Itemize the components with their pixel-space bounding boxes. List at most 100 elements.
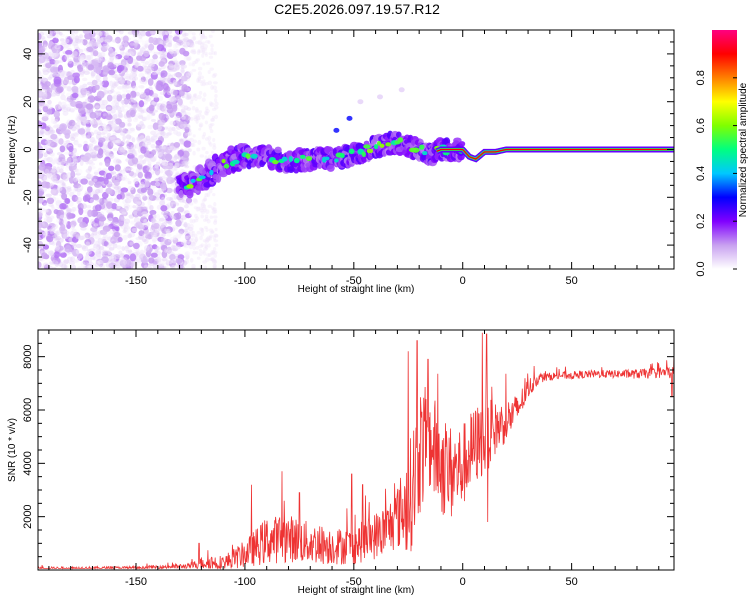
noise-blob	[204, 137, 209, 141]
noise-blob	[159, 76, 166, 83]
noise-blob	[50, 188, 59, 196]
noise-blob	[211, 259, 217, 265]
noise-blob	[38, 261, 42, 269]
noise-blob	[86, 262, 92, 269]
noise-blob	[68, 208, 75, 214]
noise-blob	[53, 230, 59, 234]
noise-blob	[184, 126, 190, 133]
noise-blob	[76, 200, 82, 205]
noise-blob	[47, 35, 52, 39]
noise-blob	[113, 231, 121, 238]
noise-blob	[87, 64, 95, 71]
noise-blob	[106, 245, 112, 249]
noise-blob	[198, 127, 202, 131]
noise-blob	[191, 242, 197, 247]
noise-blob	[101, 41, 108, 47]
noise-blob	[193, 206, 198, 210]
noise-blob	[133, 217, 141, 223]
noise-blob	[141, 45, 148, 49]
noise-blob	[50, 72, 57, 76]
noise-blob	[49, 58, 56, 65]
noise-blob	[71, 122, 78, 126]
noise-blob	[137, 112, 143, 117]
noise-blob	[89, 157, 95, 162]
noise-blob	[196, 147, 201, 152]
noise-blob	[134, 181, 140, 188]
noise-blob	[182, 150, 190, 158]
noise-blob	[140, 109, 145, 114]
noise-blob	[136, 122, 143, 128]
noise-blob	[66, 188, 72, 192]
noise-blob	[91, 79, 98, 86]
noise-blob	[117, 146, 125, 155]
noise-blob	[72, 244, 77, 249]
noise-blob	[194, 213, 198, 219]
noise-blob	[84, 194, 91, 202]
noise-blob	[142, 159, 147, 164]
noise-blob	[68, 119, 76, 127]
noise-blob	[182, 199, 186, 204]
noise-blob	[163, 220, 169, 224]
noise-blob	[38, 188, 45, 197]
noise-blob	[46, 148, 53, 155]
noise-blob	[174, 42, 179, 48]
noise-blob	[55, 230, 61, 235]
noise-blob	[169, 197, 174, 202]
noise-blob	[102, 43, 109, 48]
noise-blob	[196, 94, 202, 100]
noise-blob	[85, 241, 91, 247]
noise-blob	[70, 133, 75, 138]
noise-blob	[135, 200, 142, 205]
noise-blob	[175, 63, 181, 67]
noise-blob	[63, 151, 71, 155]
noise-blob	[46, 216, 53, 223]
noise-blob	[190, 142, 195, 147]
noise-blob	[46, 230, 55, 237]
noise-blob	[72, 154, 77, 161]
noise-blob	[61, 106, 68, 113]
noise-blob	[161, 233, 166, 237]
noise-blob	[213, 219, 218, 223]
noise-blob	[107, 120, 114, 125]
noise-blob	[89, 165, 96, 170]
noise-blob	[211, 51, 216, 55]
noise-blob	[106, 106, 112, 110]
noise-blob	[51, 168, 58, 177]
noise-blob	[75, 176, 80, 182]
noise-blob	[213, 51, 218, 56]
noise-blob	[169, 65, 173, 69]
noise-blob	[68, 192, 75, 196]
noise-blob	[140, 91, 147, 98]
noise-blob	[170, 210, 175, 214]
noise-blob	[152, 122, 159, 131]
noise-blob	[93, 182, 102, 188]
noise-blob	[212, 207, 216, 212]
noise-blob	[116, 75, 123, 81]
noise-blob	[86, 186, 93, 193]
noise-blob	[141, 238, 147, 243]
noise-blob	[45, 62, 52, 69]
noise-blob	[66, 208, 73, 213]
noise-blob	[176, 39, 184, 46]
noise-blob	[121, 246, 126, 252]
spectrogram-xtick-label: -50	[346, 275, 362, 287]
noise-blob	[137, 107, 143, 112]
noise-blob	[208, 34, 213, 39]
noise-blob	[140, 181, 145, 187]
noise-blob	[191, 68, 197, 72]
noise-blob	[130, 144, 137, 150]
noise-blob	[46, 33, 53, 38]
noise-blob	[185, 226, 190, 230]
noise-blob	[63, 259, 70, 264]
noise-blob	[48, 30, 54, 36]
noise-blob	[203, 196, 207, 202]
noise-blob	[107, 249, 112, 256]
noise-blob	[114, 76, 121, 81]
noise-blob	[127, 57, 134, 65]
noise-blob	[97, 57, 102, 64]
noise-blob	[105, 172, 113, 180]
noise-blob	[131, 127, 136, 133]
noise-blob	[119, 50, 125, 55]
noise-blob	[162, 165, 170, 169]
noise-blob	[71, 40, 77, 47]
